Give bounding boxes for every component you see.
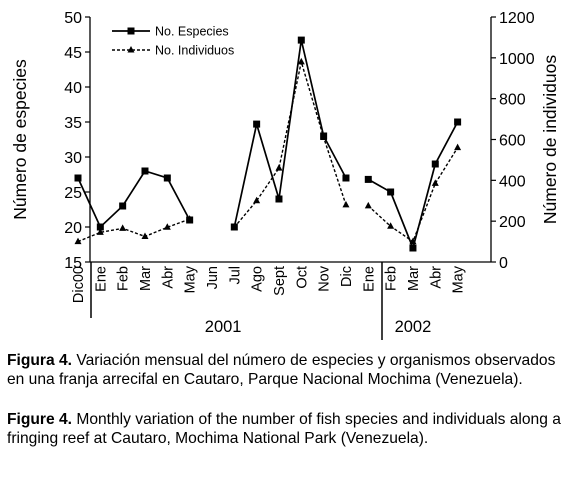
- x-tick-label: Dic: [339, 266, 355, 287]
- left-tick-label: 35: [64, 115, 82, 132]
- x-tick-label: Mar: [138, 266, 154, 291]
- x-tick-label: Nov: [317, 265, 333, 292]
- x-tick-label: Dic00: [71, 266, 87, 303]
- caption-english-text: Monthly variation of the number of fish …: [7, 411, 561, 447]
- x-tick-label: Sept: [272, 266, 288, 296]
- right-tick-label: 400: [499, 173, 526, 190]
- x-tick-label: Ene: [361, 266, 377, 292]
- especies-point-marker: [163, 174, 171, 182]
- especies-point-marker: [275, 195, 283, 203]
- year-label: 2001: [205, 318, 242, 336]
- left-tick-label: 40: [64, 80, 82, 97]
- individuos-point-marker: [74, 237, 82, 245]
- legend-label: No. Individuos: [155, 44, 234, 58]
- x-tick-label: Jul: [227, 266, 243, 285]
- legend-square-marker: [127, 27, 135, 35]
- especies-series-line: [77, 169, 191, 229]
- individuos-point-marker: [186, 215, 194, 222]
- individuos-point-marker: [454, 143, 462, 151]
- caption-english-label: Figure 4.: [7, 411, 72, 428]
- especies-series-line: [367, 121, 459, 251]
- caption-spanish-label: Figura 4.: [7, 352, 72, 369]
- individuos-point-marker: [342, 200, 350, 208]
- x-tick-label: May: [183, 265, 199, 293]
- individuos-point-marker: [119, 224, 127, 231]
- x-tick-label: Jun: [205, 266, 221, 289]
- legend-triangle-marker: [127, 46, 135, 53]
- individuos-point-marker: [431, 179, 439, 186]
- left-tick-label: 50: [64, 10, 82, 27]
- left-tick-label: 25: [64, 185, 82, 202]
- legend: No. Especies No. Individuos: [112, 25, 234, 58]
- especies-point-marker: [342, 174, 350, 182]
- x-tick-label: Mar: [406, 266, 422, 291]
- individuos-point-marker: [253, 196, 261, 204]
- especies-point-marker: [387, 188, 395, 196]
- individuos-series-line: [233, 61, 347, 228]
- x-tick-label: Abr: [428, 266, 444, 289]
- individuos-series-line: [367, 147, 459, 243]
- individuos-series-line: [77, 218, 190, 243]
- especies-series-line: [233, 39, 347, 228]
- especies-point-marker: [74, 174, 82, 182]
- especies-point-marker: [364, 175, 372, 183]
- right-tick-label: 0: [499, 255, 508, 272]
- right-tick-label: 600: [499, 133, 526, 150]
- especies-point-marker: [409, 244, 417, 252]
- individuos-point-marker: [409, 237, 417, 245]
- x-tick-label: Feb: [384, 266, 400, 291]
- left-tick-label: 15: [64, 255, 82, 272]
- individuos-point-marker: [364, 201, 372, 209]
- caption-spanish-text: Variación mensual del número de especies…: [7, 352, 556, 388]
- left-tick-label: 30: [64, 150, 82, 167]
- legend-label: No. Especies: [155, 25, 229, 39]
- individuos-point-marker: [141, 232, 149, 239]
- right-tick-label: 200: [499, 214, 526, 231]
- individuos-point-marker: [163, 223, 171, 230]
- especies-point-marker: [141, 167, 149, 175]
- year-label: 2002: [395, 318, 432, 336]
- especies-point-marker: [431, 160, 439, 168]
- left-tick-label: 20: [64, 220, 82, 237]
- left-tick-label: 45: [64, 45, 82, 62]
- x-tick-label: Oct: [294, 266, 310, 289]
- especies-point-marker: [454, 118, 462, 126]
- right-tick-label: 1200: [499, 10, 535, 27]
- left-axis-title: Número de especies: [10, 59, 30, 220]
- individuos-point-marker: [320, 133, 328, 140]
- especies-point-marker: [253, 120, 261, 128]
- right-tick-label: 800: [499, 92, 526, 109]
- individuos-point-marker: [297, 57, 305, 65]
- individuos-point-marker: [387, 222, 395, 229]
- especies-point-marker: [297, 36, 305, 44]
- individuos-point-marker: [275, 164, 283, 171]
- x-tick-label: Abr: [160, 266, 176, 289]
- especies-point-marker: [96, 223, 104, 231]
- individuos-point-marker: [96, 228, 104, 235]
- right-tick-label: 1000: [499, 51, 535, 68]
- caption-english: Figure 4. Monthly variation of the numbe…: [7, 410, 575, 448]
- caption-spanish: Figura 4. Variación mensual del número d…: [7, 351, 575, 389]
- x-tick-label: Feb: [116, 266, 132, 291]
- right-axis-title: Número de individuos: [540, 55, 560, 225]
- chart: 15 20 25 30 35 40 45 50 0 200 400 600 800 1000 1200 Núm…: [10, 10, 560, 340]
- individuos-point-marker: [230, 223, 238, 230]
- x-tick-label: Ago: [250, 266, 266, 292]
- x-tick-label: May: [451, 265, 467, 293]
- especies-point-marker: [119, 202, 127, 210]
- x-tick-label: Ene: [93, 266, 109, 292]
